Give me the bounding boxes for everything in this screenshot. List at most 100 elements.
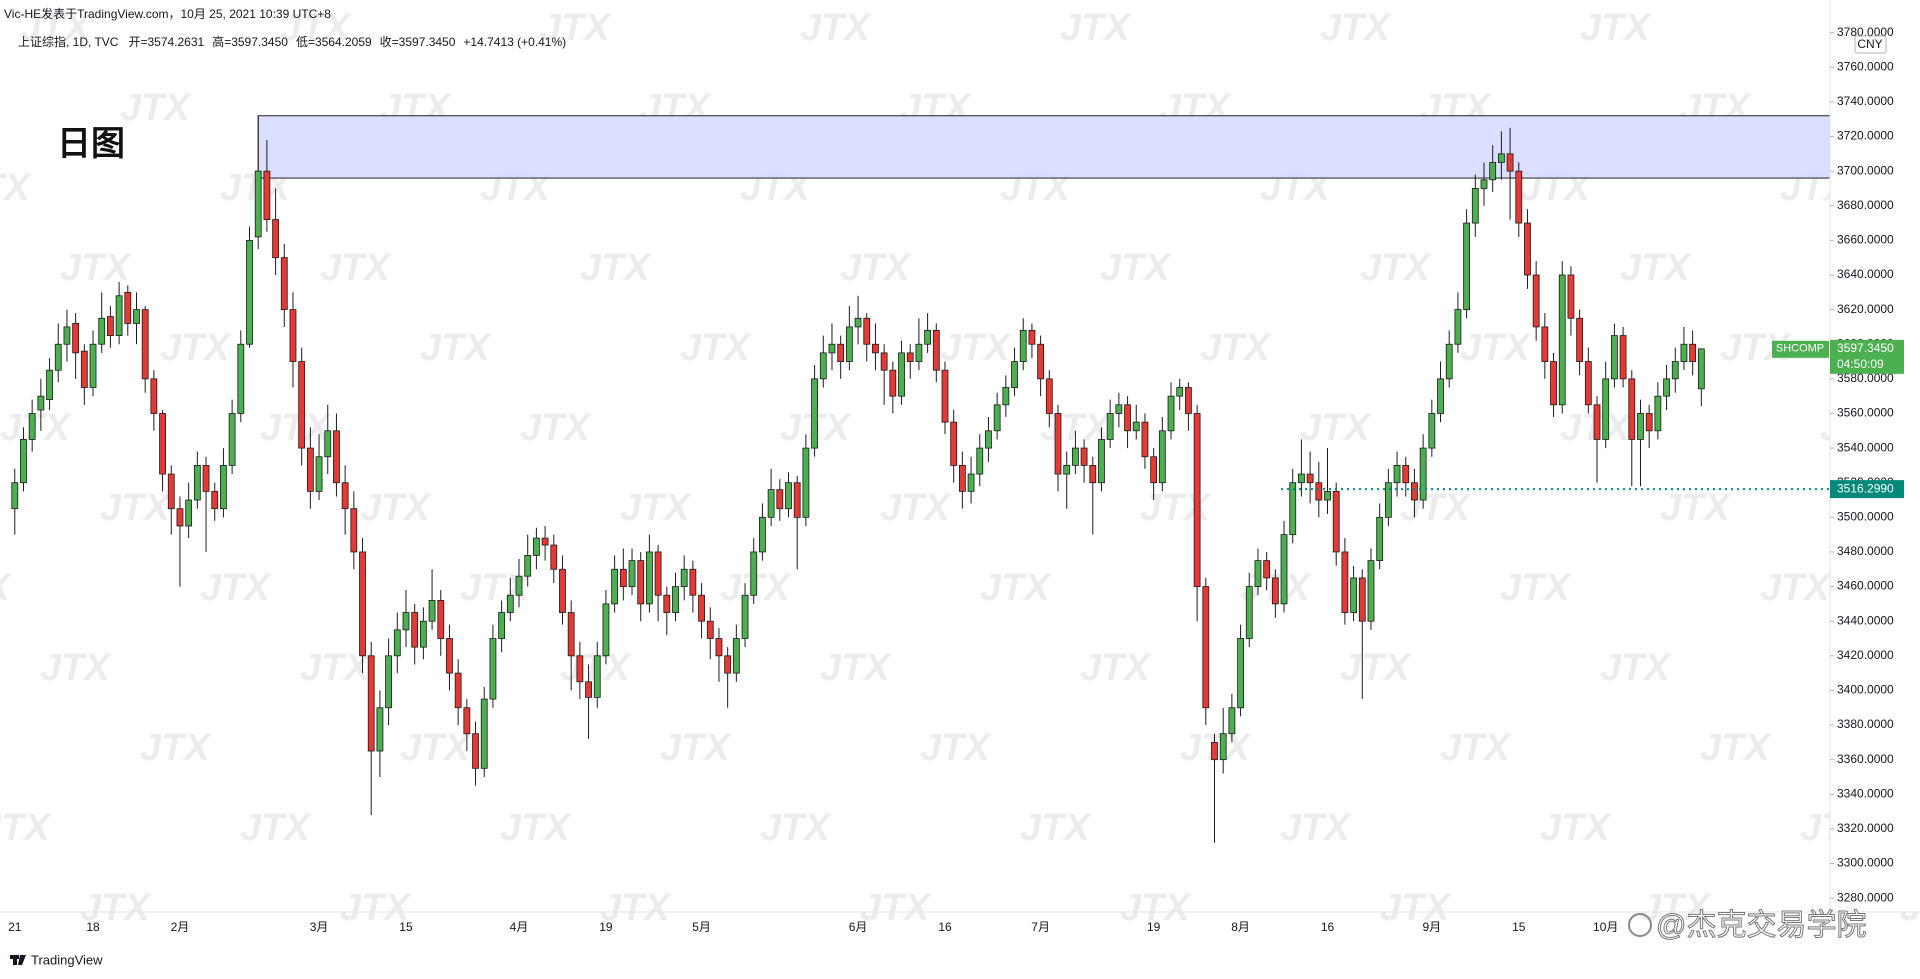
- candle-body: [1558, 274, 1566, 406]
- candle-body: [1645, 413, 1653, 432]
- candle-body: [1054, 413, 1062, 475]
- candle-body: [1228, 707, 1236, 735]
- candle-body: [1524, 222, 1531, 276]
- watermark: JTX: [540, 7, 612, 49]
- watermark: JTX: [1540, 807, 1612, 849]
- y-tick-label: 3540.0000: [1837, 440, 1894, 454]
- candle-body: [819, 352, 827, 380]
- candle-body: [880, 352, 888, 371]
- candle-body: [1350, 577, 1357, 613]
- y-tick-label: 3300.0000: [1837, 856, 1894, 870]
- watermark: JTX: [1020, 807, 1092, 849]
- candle-body: [359, 551, 366, 657]
- x-tick-label: 3月: [310, 920, 329, 934]
- candle-body: [228, 413, 236, 466]
- candle-body: [1584, 361, 1592, 406]
- currency-box: [1854, 35, 1887, 54]
- candle-body: [1680, 343, 1688, 362]
- candle-body: [1028, 329, 1036, 345]
- candle-body: [124, 291, 132, 324]
- candle-body: [619, 568, 627, 587]
- x-tick-label: 7月: [1031, 920, 1050, 934]
- watermark: JTX: [120, 87, 192, 129]
- watermark: JTX: [660, 727, 732, 769]
- candle-body: [428, 600, 436, 622]
- candle-body: [1132, 421, 1140, 432]
- candle-body: [941, 369, 949, 423]
- y-tick-label: 3500.0000: [1837, 510, 1894, 524]
- watermark: JTX: [1640, 887, 1712, 929]
- candle-body: [80, 350, 88, 388]
- candle-body: [1150, 456, 1158, 484]
- x-tick-label: 6月: [849, 920, 868, 934]
- candle-body: [306, 447, 314, 492]
- candle-body: [1341, 551, 1349, 613]
- watermark: JTX: [680, 327, 752, 369]
- candle-body: [350, 508, 358, 553]
- candle-body: [28, 413, 36, 440]
- candle-body: [985, 430, 992, 449]
- candle-body: [1697, 348, 1705, 390]
- candle-body: [419, 620, 427, 648]
- y-tick-label: 3560.0000: [1837, 406, 1894, 420]
- candle-body: [46, 369, 53, 401]
- candle-body: [976, 447, 984, 475]
- author-line: Vic-HE发表于TradingView.com，10月 25, 2021 10…: [4, 6, 331, 21]
- candle-body: [1211, 741, 1218, 761]
- level-label-bg: [1830, 480, 1904, 499]
- candle-body: [20, 439, 27, 484]
- symbol-label-bg: [1772, 340, 1829, 358]
- candle-body: [828, 343, 836, 354]
- candle-body: [1445, 343, 1453, 380]
- candle-body: [72, 323, 80, 354]
- candle-body: [1506, 153, 1514, 172]
- watermark: JTX: [1080, 647, 1152, 689]
- candle-body: [532, 537, 540, 556]
- symbol: 上证综指, 1D, TVC: [18, 34, 119, 49]
- x-tick-label: 9月: [1422, 920, 1441, 934]
- candle-body: [498, 612, 506, 639]
- watermark: JTX: [320, 247, 392, 289]
- candle-body: [776, 489, 784, 510]
- x-tick-label: 15: [399, 920, 413, 934]
- candle-body: [1271, 577, 1279, 605]
- candle-body: [889, 369, 897, 397]
- watermark: JTX: [1360, 247, 1432, 289]
- candle-body: [220, 465, 227, 510]
- candle-body: [341, 482, 349, 510]
- candle-body: [1628, 378, 1636, 440]
- candle-body: [672, 586, 679, 613]
- y-tick-label: 3460.0000: [1837, 579, 1894, 593]
- watermark: JTX: [1700, 727, 1772, 769]
- plot: [11, 115, 1831, 843]
- watermark: JTX: [1380, 887, 1452, 929]
- candle-body: [1080, 447, 1088, 466]
- watermark: JTX: [1320, 7, 1392, 49]
- candle-body: [393, 629, 401, 657]
- candle-body: [254, 170, 262, 238]
- candle-body: [1497, 153, 1505, 163]
- candle-body: [193, 465, 201, 501]
- x-tick-label: 21: [8, 920, 22, 934]
- currency: CNY: [1857, 37, 1882, 51]
- candle-body: [472, 733, 479, 769]
- candle-body: [663, 594, 671, 613]
- watermark: JTX: [880, 487, 952, 529]
- price-axis-bg: [1830, 0, 1920, 912]
- candle-body: [1298, 473, 1305, 484]
- candle-body: [845, 326, 853, 362]
- candle-body: [1419, 447, 1427, 501]
- watermark: JTX: [760, 807, 832, 849]
- candle-body: [115, 295, 123, 336]
- y-tick-label: 3740.0000: [1837, 94, 1894, 108]
- x-tick-label: 15: [1512, 920, 1526, 934]
- y-tick-label: 3760.0000: [1837, 59, 1894, 73]
- candle-body: [1437, 378, 1444, 414]
- watermark: JTX: [980, 567, 1052, 609]
- candle-body: [1011, 361, 1018, 388]
- watermark: JTX: [80, 887, 152, 929]
- candle-body: [98, 317, 106, 345]
- candle-body: [54, 343, 62, 371]
- y-tick-label: 3480.0000: [1837, 544, 1894, 558]
- x-tick-label: 19: [1147, 920, 1161, 934]
